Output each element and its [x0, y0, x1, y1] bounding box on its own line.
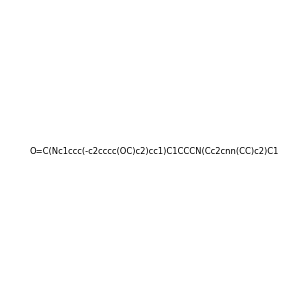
Text: O=C(Nc1ccc(-c2cccc(OC)c2)cc1)C1CCCN(Cc2cnn(CC)c2)C1: O=C(Nc1ccc(-c2cccc(OC)c2)cc1)C1CCCN(Cc2c…: [29, 147, 278, 156]
